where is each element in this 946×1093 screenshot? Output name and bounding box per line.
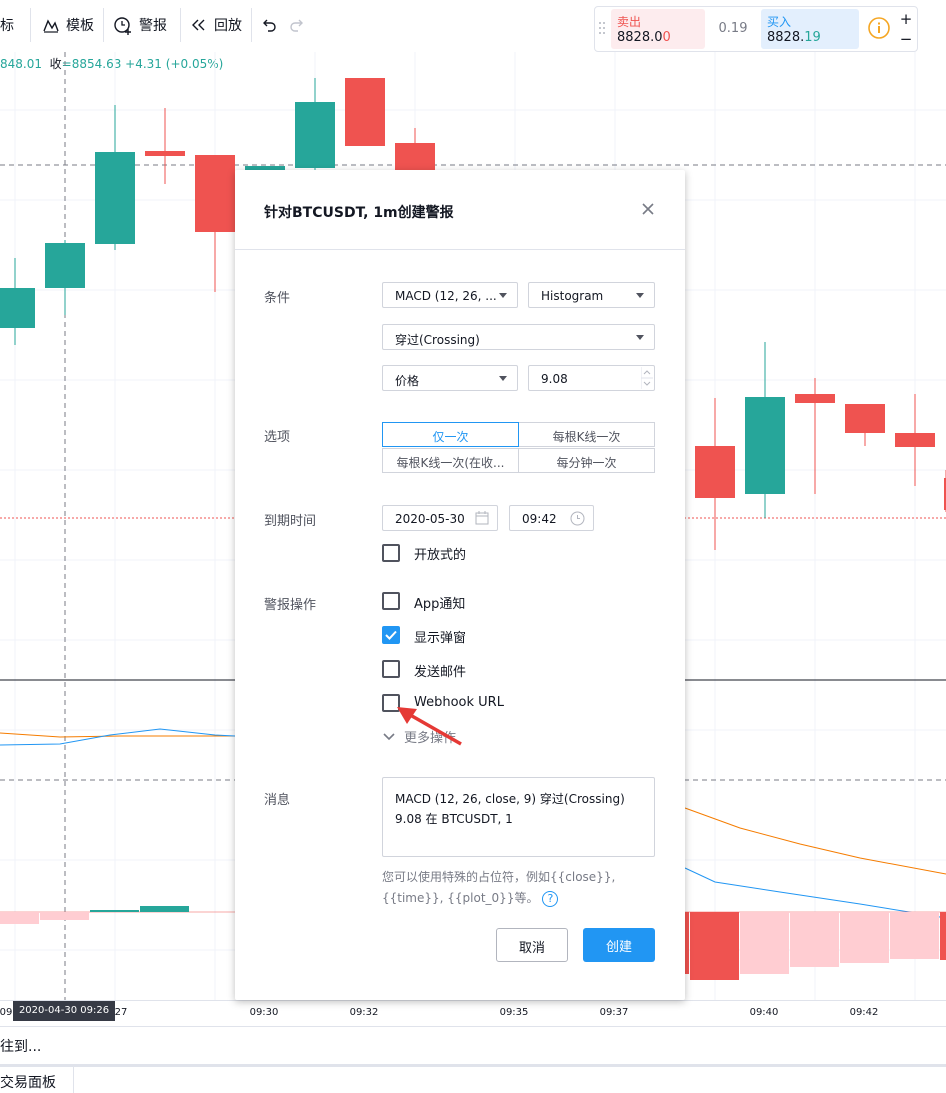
templates-icon xyxy=(43,19,59,33)
message-textarea[interactable]: MACD (12, 26, close, 9) 穿过(Crossing) 9.0… xyxy=(382,777,655,857)
show-popup-label: 显示弹窗 xyxy=(414,631,467,646)
redo-icon xyxy=(290,19,303,32)
crosshair-time-label: 2020-04-30 09:26 xyxy=(13,1001,115,1021)
create-alert-dialog: 针对BTCUSDT, 1m创建警报 条件 MACD (12, 26, ... H… xyxy=(235,170,685,1000)
bottom-panel: 交易面板 xyxy=(0,1064,946,1093)
replay-label: 回放 xyxy=(214,18,242,34)
templates-label: 模板 xyxy=(66,18,94,34)
webhook-url-checkbox[interactable] xyxy=(382,694,400,712)
plot-select[interactable]: Histogram xyxy=(528,282,655,308)
time-tick: 09:40 xyxy=(749,1007,779,1018)
condition-type-select[interactable]: 穿过(Crossing) xyxy=(382,324,655,350)
sell-button[interactable]: 卖出 8828.00 xyxy=(611,9,705,49)
candles xyxy=(0,78,946,550)
redo-button[interactable] xyxy=(288,10,312,40)
cancel-button[interactable]: 取消 xyxy=(496,928,568,962)
buy-button[interactable]: 买入 8828.19 xyxy=(761,9,859,49)
option-once-per-minute[interactable]: 每分钟一次 xyxy=(518,448,655,473)
close-value: =8854.63 xyxy=(61,57,122,71)
change-value: +4.31 (+0.05%) xyxy=(125,57,224,71)
buy-label: 买入 xyxy=(767,15,792,29)
show-popup-checkbox[interactable] xyxy=(382,626,400,644)
undo-button[interactable] xyxy=(260,10,284,40)
chevron-down-icon xyxy=(383,732,395,740)
spread-value: 0.19 xyxy=(718,21,748,36)
goto-date-button[interactable]: 往到... xyxy=(0,1026,946,1062)
toolbar-divider xyxy=(30,8,31,42)
toolbar-divider xyxy=(251,8,252,42)
checkmark-icon xyxy=(385,630,397,640)
option-once-per-bar[interactable]: 每根K线一次 xyxy=(518,422,655,447)
info-icon[interactable] xyxy=(867,16,891,40)
buy-price: 8828.19 xyxy=(767,30,821,45)
webhook-url-label: Webhook URL xyxy=(414,695,504,710)
ohlc-legend: 848.01 收=8854.63 +4.31 (+0.05%) xyxy=(0,55,223,72)
sell-price: 8828.00 xyxy=(617,30,671,45)
option-once-per-bar-close[interactable]: 每根K线一次(在收... xyxy=(382,448,519,473)
toolbar-divider xyxy=(103,8,104,42)
chevron-down-icon xyxy=(499,376,507,381)
buy-sell-widget: 卖出 8828.00 0.19 买入 8828.19 + − xyxy=(594,6,918,52)
placeholder-hint: 您可以使用特殊的占位符，例如{{close}}, {{time}}, {{plo… xyxy=(382,870,616,907)
value-input[interactable]: 9.08 xyxy=(528,365,655,391)
replay-button[interactable]: 回放 xyxy=(190,10,242,40)
time-tick: 09:30 xyxy=(249,1007,279,1018)
undo-icon xyxy=(263,19,276,32)
time-axis[interactable]: 09 27 09:30 09:32 09:35 09:37 09:40 09:4… xyxy=(0,1000,946,1024)
macd-lines xyxy=(0,728,946,919)
expiration-date-input[interactable]: 2020-05-30 xyxy=(382,505,498,531)
red-arrow-annotation xyxy=(397,707,462,746)
help-icon[interactable]: ? xyxy=(542,890,559,907)
drag-handle-icon[interactable] xyxy=(598,21,606,35)
app-notification-label: App通知 xyxy=(414,597,466,612)
calendar-icon xyxy=(475,511,489,525)
sell-label: 卖出 xyxy=(617,15,642,29)
quantity-plus-button[interactable]: + xyxy=(899,10,913,28)
alerts-label: 警报 xyxy=(139,18,167,34)
time-tick: 27 xyxy=(114,1007,128,1018)
close-label: 收 xyxy=(49,57,62,71)
trading-panel-tab[interactable]: 交易面板 xyxy=(0,1067,74,1093)
close-icon[interactable] xyxy=(639,200,657,218)
clock-icon xyxy=(570,511,585,526)
time-tick: 09:35 xyxy=(499,1007,529,1018)
time-tick: 09 xyxy=(0,1007,13,1018)
stepper-icon[interactable] xyxy=(641,367,653,389)
expiration-label: 到期时间 xyxy=(264,514,317,529)
rewind-icon xyxy=(192,19,205,31)
expiration-time-input[interactable]: 09:42 xyxy=(509,505,594,531)
send-email-checkbox[interactable] xyxy=(382,660,400,678)
templates-button[interactable]: 模板 xyxy=(42,10,94,40)
time-tick: 09:32 xyxy=(349,1007,379,1018)
chevron-down-icon xyxy=(636,335,644,340)
chevron-down-icon xyxy=(636,293,644,298)
chevron-down-icon xyxy=(499,293,507,298)
time-tick: 09:42 xyxy=(849,1007,879,1018)
create-button[interactable]: 创建 xyxy=(583,928,655,962)
low-value: 848.01 xyxy=(0,57,42,71)
time-tick: 09:37 xyxy=(599,1007,629,1018)
quantity-minus-button[interactable]: − xyxy=(899,30,913,48)
app-notification-checkbox[interactable] xyxy=(382,592,400,610)
value-type-select[interactable]: 价格 xyxy=(382,365,518,391)
options-label: 选项 xyxy=(264,430,291,445)
option-once[interactable]: 仅一次 xyxy=(382,422,519,447)
indicator-select[interactable]: MACD (12, 26, ... xyxy=(382,282,518,308)
dialog-header: 针对BTCUSDT, 1m创建警报 xyxy=(235,170,685,250)
indicators-button[interactable]: 指标 xyxy=(0,10,14,40)
alerts-button[interactable]: 警报 xyxy=(113,10,167,40)
message-label: 消息 xyxy=(264,793,291,808)
open-ended-checkbox[interactable] xyxy=(382,544,400,562)
toolbar-divider xyxy=(180,8,181,42)
send-email-label: 发送邮件 xyxy=(414,665,467,680)
dialog-title: 针对BTCUSDT, 1m创建警报 xyxy=(264,205,454,221)
indicators-label: 指标 xyxy=(0,18,14,34)
alarm-clock-icon xyxy=(114,17,131,35)
macd-histogram xyxy=(0,906,946,980)
alert-actions-label: 警报操作 xyxy=(264,598,317,613)
open-ended-label: 开放式的 xyxy=(414,548,467,563)
condition-label: 条件 xyxy=(264,291,291,306)
